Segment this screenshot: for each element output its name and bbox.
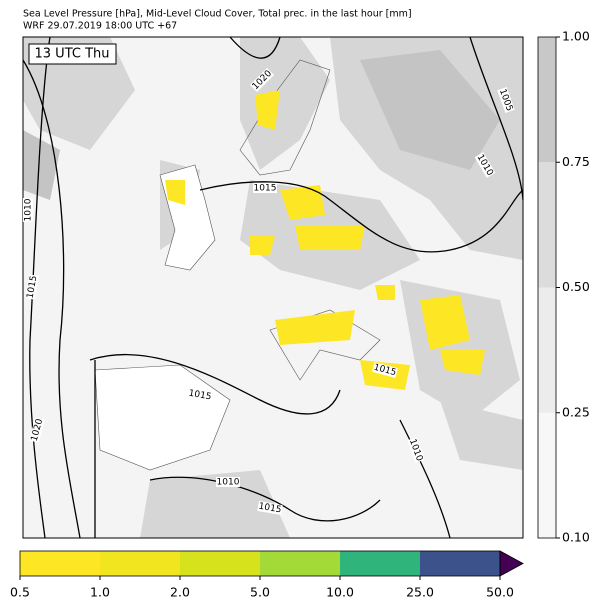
isobar-label-bg (474, 152, 496, 178)
cloud-band (538, 287, 556, 413)
precip-band (420, 551, 500, 576)
cloud-tick-label: 0.10 (562, 530, 590, 545)
precip-tick-label: 25.0 (406, 585, 434, 600)
precip-tick-label: 0.5 (10, 585, 30, 600)
isobar-label: 1015 (258, 502, 282, 516)
isobars (22, 36, 524, 539)
time-label: 13 UTC Thu (35, 47, 110, 62)
isobar-label: 1010 (24, 198, 34, 221)
isobar-label-bg (216, 477, 240, 487)
isobar-label: 1015 (188, 389, 212, 403)
precip-band (100, 551, 180, 576)
cloud-band (538, 162, 556, 288)
cloud-band (538, 412, 556, 538)
precip-tick-label: 5.0 (250, 585, 270, 600)
precip-tick-label: 2.0 (170, 585, 190, 600)
precip-band (340, 551, 420, 576)
precip-band (260, 551, 340, 576)
isobar-label-bg (253, 183, 277, 193)
precip-tick-label: 1.0 (90, 585, 110, 600)
precip-band (20, 551, 100, 576)
isobar-label: 1010 (217, 478, 240, 488)
precipitation (165, 90, 485, 390)
precip-tick-label: 10.0 (326, 585, 354, 600)
time-box (28, 43, 117, 65)
isobar-label-bg (257, 500, 283, 516)
isobar-label: 1015 (26, 275, 40, 299)
isobar-label-bg (497, 87, 515, 113)
isobar-label-bg (249, 67, 275, 93)
isobar-label-bg (29, 417, 45, 443)
isobar-label-bg (407, 437, 425, 463)
precip-band (180, 551, 260, 576)
title: Sea Level Pressure [hPa], Mid-Level Clou… (23, 9, 412, 20)
cloud-band (538, 37, 556, 163)
precip-extend (499, 550, 524, 577)
precip-tick-label: 50.0 (486, 585, 514, 600)
isobar-label-bg (372, 362, 398, 378)
isobar-label-bg (23, 198, 33, 222)
subtitle: WRF 29.07.2019 18:00 UTC +67 (23, 21, 177, 32)
cloud-tick-label: 0.75 (562, 154, 590, 169)
cloud-tick-label: 1.00 (562, 29, 590, 44)
cloud-tick-label: 0.50 (562, 279, 590, 294)
isobar-label: 1015 (254, 184, 277, 194)
cloud-tick-label: 0.25 (562, 404, 590, 419)
isobar-label-bg (187, 387, 213, 403)
map (22, 36, 524, 539)
isobar-label-bg (24, 274, 40, 300)
